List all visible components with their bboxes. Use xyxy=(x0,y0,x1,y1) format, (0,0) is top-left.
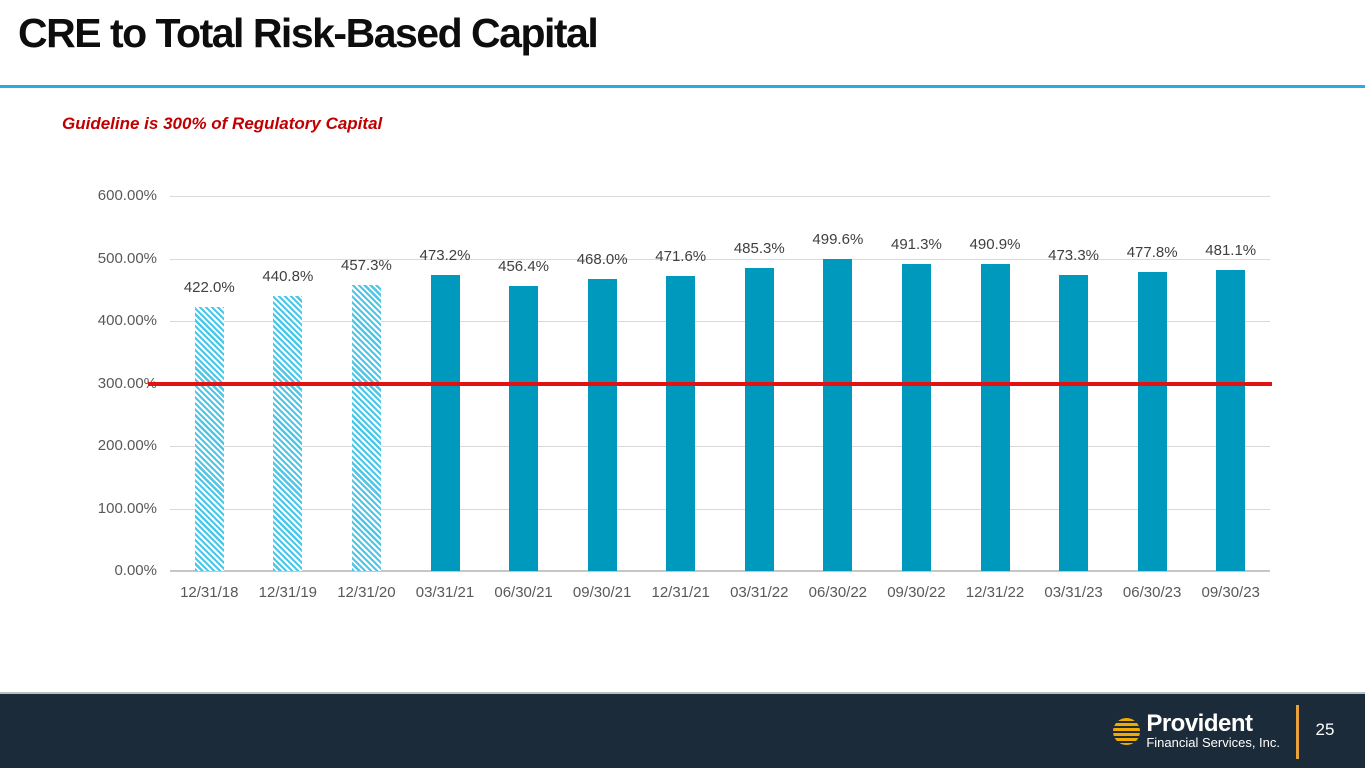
x-axis-tick-label: 06/30/23 xyxy=(1122,584,1182,601)
y-axis-tick-label: 0.00% xyxy=(114,562,157,579)
gridline-200 xyxy=(170,446,1270,447)
bar-value-label: 471.6% xyxy=(655,248,707,266)
x-axis-tick-label: 06/30/21 xyxy=(494,584,553,601)
gridline-500 xyxy=(170,258,1270,260)
bar-09/30/23 xyxy=(1216,270,1246,571)
bar-09/30/21 xyxy=(587,278,617,571)
bar-value-label: 499.6% xyxy=(812,230,864,248)
bar-09/30/22 xyxy=(901,263,931,571)
bar-12/31/19 xyxy=(273,295,303,571)
y-axis-tick-label: 600.00% xyxy=(97,187,157,204)
guideline-line-300pct xyxy=(148,381,1272,386)
bar-value-label: 490.9% xyxy=(969,236,1021,254)
footer-bar: Provident Financial Services, Inc. 25 xyxy=(0,692,1365,768)
bar-value-label: 477.8% xyxy=(1126,244,1178,262)
bar-03/31/21 xyxy=(430,275,460,571)
y-axis-tick-label: 200.00% xyxy=(97,437,157,454)
x-axis-tick-label: 03/31/22 xyxy=(730,584,789,601)
bar-06/30/22 xyxy=(823,258,853,571)
bar-06/30/21 xyxy=(509,285,539,571)
bar-value-label: 468.0% xyxy=(576,250,628,268)
guideline-note: Guideline is 300% of Regulatory Capital xyxy=(62,114,383,133)
x-axis-tick-label: 03/31/23 xyxy=(1044,584,1103,601)
provident-logo-text: Provident Financial Services, Inc. xyxy=(1146,712,1280,750)
bar-03/31/23 xyxy=(1059,275,1089,571)
x-axis-tick-label: 09/30/23 xyxy=(1201,584,1260,601)
x-axis-tick-label: 09/30/21 xyxy=(572,584,632,601)
logo-company-name: Provident xyxy=(1146,710,1253,737)
bar-value-label: 457.3% xyxy=(340,257,392,275)
x-axis-tick-label: 12/31/21 xyxy=(651,584,710,601)
gridline-100 xyxy=(170,508,1270,510)
logo-company-subtitle: Financial Services, Inc. xyxy=(1146,735,1280,750)
bar-12/31/22 xyxy=(980,264,1010,571)
footer-divider xyxy=(1296,705,1299,759)
bar-value-label: 456.4% xyxy=(498,257,549,275)
x-axis-tick-label: 12/31/22 xyxy=(965,584,1025,601)
x-axis-tick-label: 06/30/22 xyxy=(808,584,868,601)
bar-12/31/18 xyxy=(194,307,224,571)
bar-03/31/22 xyxy=(744,267,774,571)
x-axis-tick-label: 03/31/21 xyxy=(415,584,475,601)
bar-06/30/23 xyxy=(1137,272,1167,571)
gridline-0 xyxy=(170,570,1270,572)
bar-value-label: 422.0% xyxy=(183,279,235,297)
bar-value-label: 473.3% xyxy=(1048,247,1099,265)
y-axis-tick-label: 400.00% xyxy=(97,312,157,329)
y-axis-tick-label: 300.00% xyxy=(97,374,157,392)
gridline-600 xyxy=(170,196,1270,197)
gridline-400 xyxy=(170,321,1270,322)
x-axis-tick-label: 12/31/20 xyxy=(337,584,396,601)
bar-12/31/20 xyxy=(351,285,381,571)
page-title: CRE to Total Risk-Based Capital xyxy=(18,10,599,56)
bar-value-label: 485.3% xyxy=(733,239,785,257)
bar-value-label: 473.2% xyxy=(419,247,471,265)
cre-bar-chart: 0.00% 100.00% 200.00% 300.00% 400.00% 500.00%… xyxy=(97,187,1272,601)
page-number: 25 xyxy=(1315,720,1335,739)
x-axis-tick-label: 12/31/18 xyxy=(180,584,239,601)
y-axis-tick-label: 500.00% xyxy=(97,249,157,267)
title-divider xyxy=(0,85,1365,88)
provident-logo-icon xyxy=(1113,717,1141,745)
bar-12/31/21 xyxy=(666,276,696,571)
x-axis-tick-label: 09/30/22 xyxy=(887,584,946,601)
x-axis-tick-label: 12/31/19 xyxy=(258,584,318,601)
bar-value-label: 491.3% xyxy=(890,235,942,253)
bar-value-label: 481.1% xyxy=(1205,242,1257,260)
provident-logo: Provident Financial Services, Inc. xyxy=(1113,712,1280,750)
bar-value-label: 440.8% xyxy=(262,267,314,285)
y-axis-tick-label: 100.00% xyxy=(97,499,157,517)
